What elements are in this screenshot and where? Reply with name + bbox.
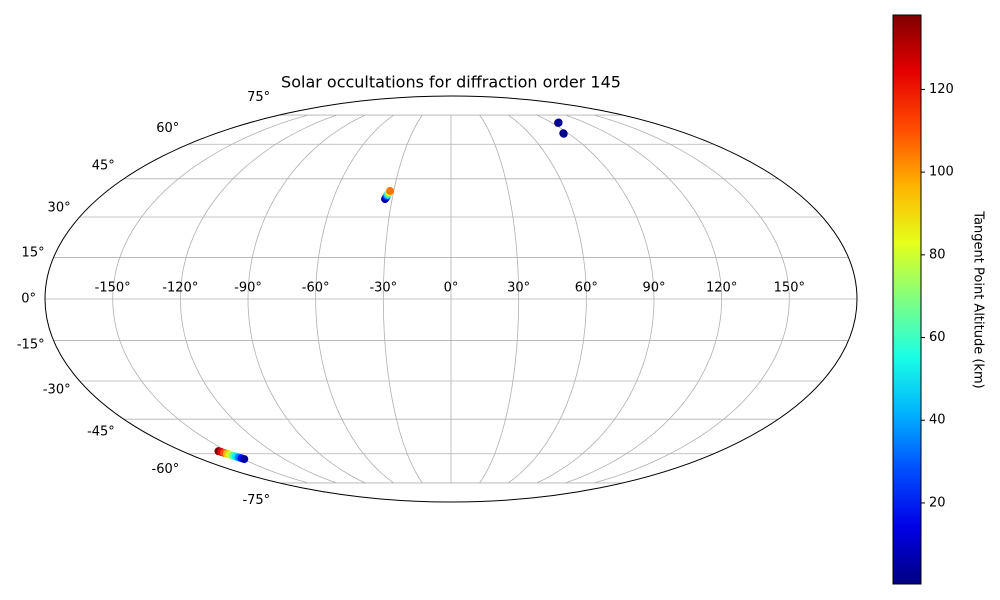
y-tick-label: 45° (92, 159, 115, 174)
y-tick-label: -45° (87, 424, 115, 439)
colorbar-tick-label: 20 (929, 495, 946, 510)
y-tick-label: -15° (17, 338, 45, 353)
x-tick-label: -150° (95, 281, 131, 296)
map-boundary (44, 95, 858, 503)
y-tick-label: 60° (156, 121, 179, 136)
x-tick-label: 120° (706, 281, 737, 296)
occultation-point (554, 118, 563, 127)
colorbar-tick-label: 120 (929, 82, 954, 97)
colorbar-tick-label: 100 (929, 165, 954, 180)
colorbar-tick-label: 80 (929, 247, 946, 262)
x-tick-label: -60° (302, 281, 330, 296)
occultation-point (559, 129, 568, 138)
y-tick-label: -30° (43, 383, 71, 398)
x-tick-label: 0° (444, 281, 459, 296)
y-tick-label: 15° (22, 245, 45, 260)
y-tick-label: -60° (152, 462, 180, 477)
colorbar (892, 14, 922, 585)
y-tick-label: 0° (21, 292, 36, 307)
y-tick-label: -75° (242, 493, 270, 508)
y-tick-label: 30° (48, 200, 71, 215)
colorbar-tick-label: 40 (929, 413, 946, 428)
colorbar-label: Tangent Point Altitude (km) (971, 210, 986, 388)
x-tick-label: 90° (642, 281, 665, 296)
x-tick-label: -30° (369, 281, 397, 296)
chart-title: Solar occultations for diffraction order… (281, 73, 621, 92)
x-tick-label: 60° (575, 281, 598, 296)
colorbar-tick-label: 60 (929, 330, 946, 345)
occultation-point (240, 455, 249, 464)
x-tick-label: 30° (507, 281, 530, 296)
y-tick-label: 75° (247, 90, 270, 105)
x-tick-label: -90° (234, 281, 262, 296)
occultation-point (386, 186, 395, 195)
x-tick-label: -120° (162, 281, 198, 296)
x-tick-label: 150° (774, 281, 805, 296)
